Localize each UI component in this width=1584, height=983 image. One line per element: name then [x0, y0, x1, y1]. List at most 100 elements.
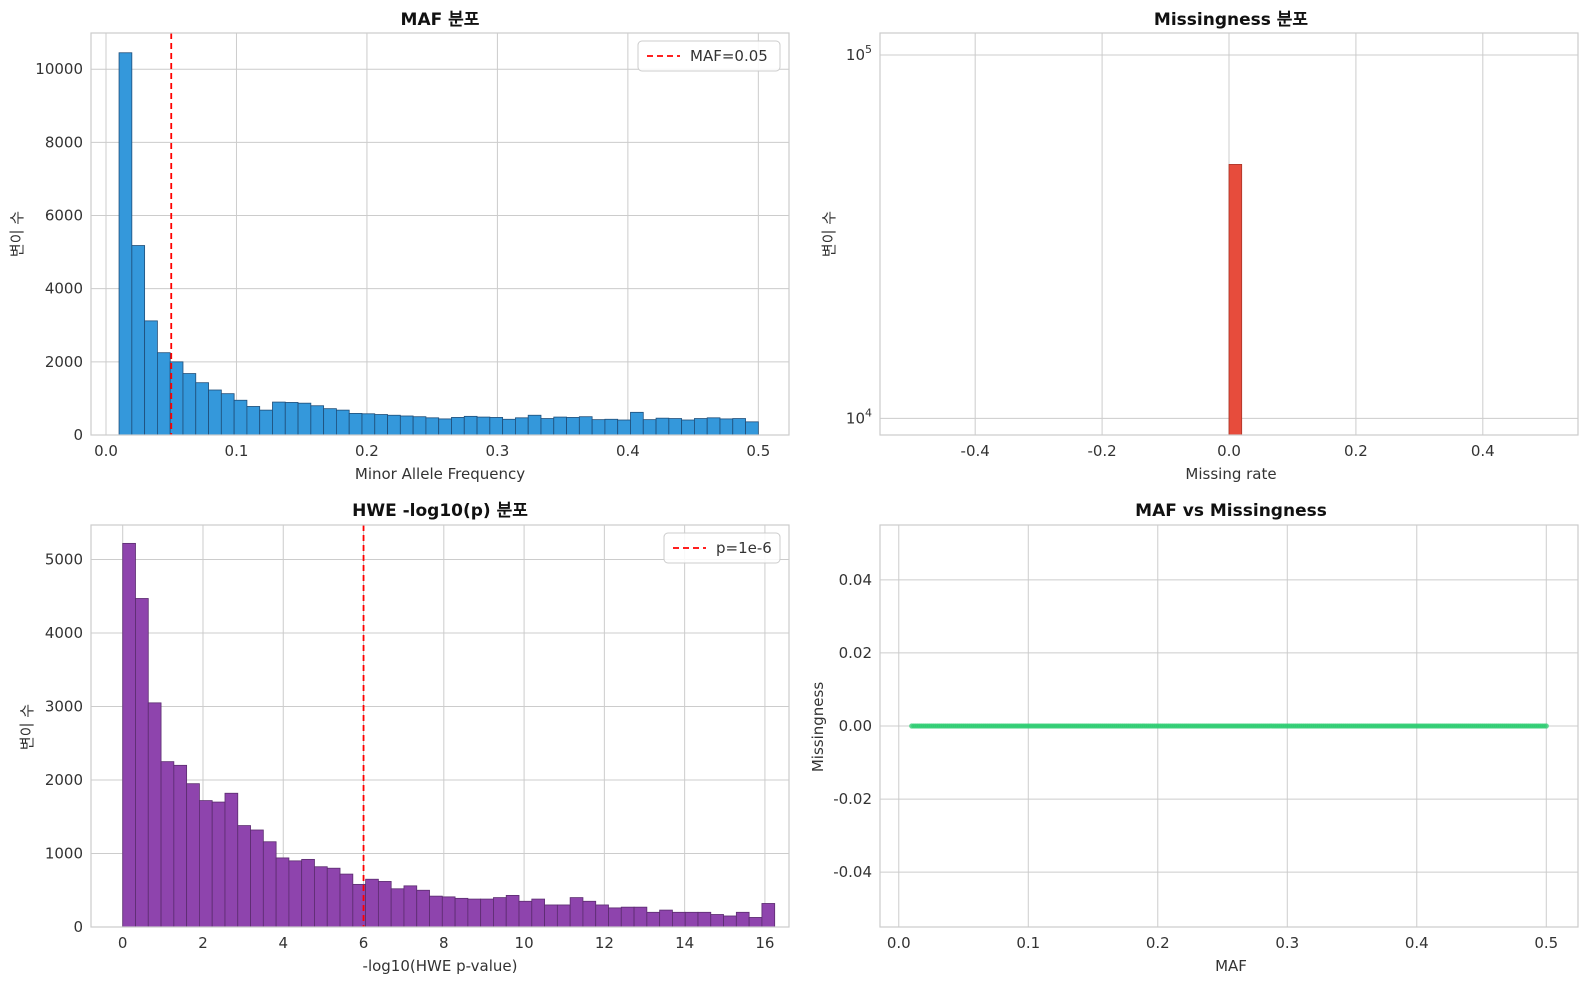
- histogram-bar: [540, 418, 555, 436]
- histogram-bar: [630, 411, 644, 436]
- legend-label: MAF=0.05: [690, 47, 768, 65]
- missingness-histogram-panel: Missingness 분포 Missing rate 변이 수 -0.4 -0.…: [820, 10, 1579, 483]
- histogram-bar: [493, 897, 507, 928]
- hwe-histogram-title: HWE -log10(p) 분포: [352, 501, 528, 521]
- x-tick-label: 16: [755, 934, 774, 952]
- x-tick-label: 4: [278, 934, 288, 952]
- y-tick-label: 2000: [45, 771, 83, 789]
- histogram-bar: [608, 907, 622, 928]
- histogram-bar: [527, 414, 542, 436]
- histogram-bar: [250, 829, 264, 928]
- histogram-bar: [336, 409, 350, 436]
- histogram-bar: [144, 320, 158, 436]
- histogram-bar: [284, 402, 299, 436]
- maf-histogram-panel: MAF 분포 Minor Allele Frequency 변이 수 0.0 0.…: [8, 10, 790, 483]
- histogram-bar: [735, 911, 750, 928]
- histogram-bar: [361, 413, 376, 436]
- histogram-bar: [365, 878, 379, 928]
- histogram-bar: [233, 399, 248, 436]
- histogram-bar: [211, 801, 226, 928]
- histogram-bar: [326, 867, 341, 928]
- y-tick-label: 5000: [45, 551, 83, 569]
- legend-box: [663, 532, 781, 564]
- histogram-bar: [374, 414, 388, 436]
- histogram-bar: [502, 418, 516, 436]
- histogram-bar: [463, 415, 478, 436]
- missingness-histogram-xlabel: Missing rate: [1185, 465, 1276, 483]
- x-tick-label: 0.1: [225, 442, 249, 460]
- histogram-bar: [489, 417, 504, 436]
- missingness-histogram-frame: [879, 32, 1579, 436]
- histogram-bar: [591, 419, 606, 436]
- y-tick-label: 0: [73, 918, 83, 936]
- histogram-bar: [399, 415, 414, 436]
- histogram-bar: [480, 898, 494, 928]
- scatter-xlabel: MAF: [1215, 957, 1247, 975]
- histogram-bar: [515, 417, 529, 436]
- x-tick-label: 0.3: [485, 442, 509, 460]
- histogram-bar: [387, 414, 401, 436]
- histogram-bar: [646, 911, 661, 928]
- histogram-bar: [761, 903, 776, 928]
- histogram-bar: [1228, 164, 1243, 436]
- x-tick-label: 2: [198, 934, 208, 952]
- histogram-bar: [288, 860, 303, 928]
- scatter-title: MAF vs Missingness: [1135, 501, 1327, 521]
- maf-histogram-xlabel: Minor Allele Frequency: [355, 465, 525, 483]
- x-tick-label: 0.2: [1146, 934, 1170, 952]
- histogram-bar: [186, 783, 200, 928]
- x-tick-label: 0.5: [1534, 934, 1558, 952]
- x-tick-label: 0.1: [1016, 934, 1040, 952]
- histogram-bar: [182, 373, 197, 436]
- histogram-bar: [556, 904, 571, 928]
- histogram-bar: [272, 401, 286, 436]
- maf-vs-missingness-panel: MAF vs Missingness MAF Missingness 0.0 0.…: [809, 501, 1579, 975]
- histogram-bar: [672, 911, 686, 928]
- histogram-bar: [173, 764, 188, 928]
- maf-histogram-title: MAF 분포: [401, 10, 480, 30]
- histogram-bar: [732, 418, 746, 436]
- histogram-bar: [131, 245, 146, 436]
- hwe-histogram-panel: HWE -log10(p) 분포 -log10(HWE p-value) 변이 …: [18, 501, 790, 975]
- histogram-bar: [604, 418, 619, 436]
- histogram-bar: [681, 419, 695, 436]
- histogram-bar: [195, 382, 209, 436]
- maf-histogram-legend: MAF=0.05: [637, 40, 781, 72]
- histogram-bar: [582, 900, 597, 928]
- histogram-bar: [620, 906, 635, 928]
- histogram-bar: [160, 761, 175, 928]
- histogram-bar: [697, 911, 712, 928]
- histogram-bar: [275, 857, 290, 928]
- x-tick-label: 0.5: [746, 442, 770, 460]
- histogram-bar: [425, 417, 440, 436]
- histogram-bar: [476, 416, 491, 436]
- y-tick-label: 0.00: [839, 717, 872, 735]
- maf-histogram-frame: [90, 32, 790, 436]
- y-tick-label: 104: [846, 406, 872, 427]
- legend-box: [637, 40, 781, 72]
- x-tick-label: -0.2: [1087, 442, 1116, 460]
- histogram-bar: [412, 416, 427, 436]
- histogram-bar: [199, 800, 213, 928]
- histogram-bar: [748, 917, 763, 928]
- histogram-bar: [454, 897, 469, 928]
- y-tick-label: 105: [846, 43, 872, 64]
- y-tick-label: 6000: [45, 207, 83, 225]
- legend-label: p=1e-6: [716, 539, 772, 557]
- x-tick-label: 0.2: [355, 442, 379, 460]
- histogram-bar: [147, 702, 162, 928]
- x-tick-label: 14: [675, 934, 694, 952]
- histogram-bar: [224, 792, 239, 928]
- histogram-bar: [684, 911, 699, 928]
- histogram-bar: [416, 889, 430, 928]
- x-tick-label: -0.4: [961, 442, 990, 460]
- y-tick-label: 1000: [45, 845, 83, 863]
- x-tick-label: 12: [595, 934, 614, 952]
- histogram-bar: [220, 393, 235, 436]
- histogram-bar: [505, 894, 520, 928]
- x-tick-label: 0: [118, 934, 128, 952]
- histogram-bar: [297, 402, 312, 436]
- histogram-bar: [553, 416, 567, 436]
- histogram-bar: [262, 841, 277, 928]
